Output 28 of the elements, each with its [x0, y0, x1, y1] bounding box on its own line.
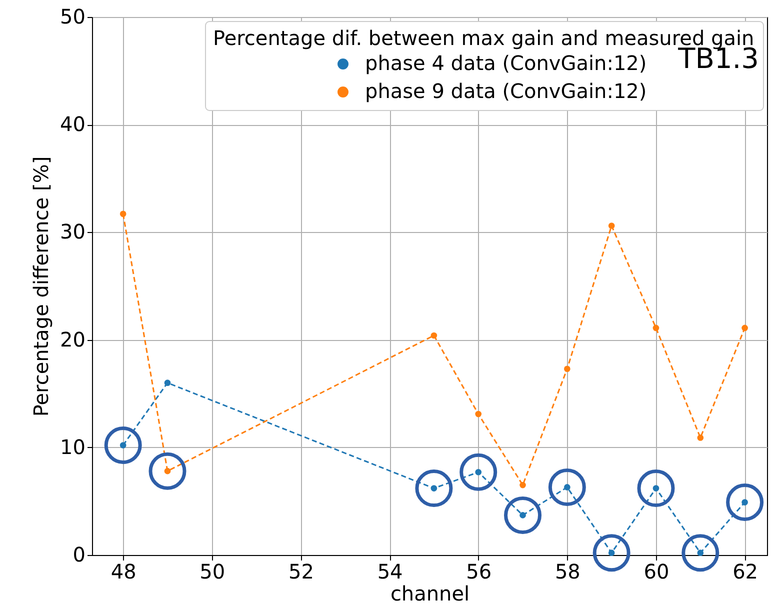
x-tick-label: 60 — [644, 560, 670, 584]
point — [652, 324, 660, 332]
point — [520, 482, 526, 488]
y-tick-label: 50 — [60, 4, 86, 28]
point — [475, 410, 482, 418]
point — [430, 332, 438, 339]
point — [164, 380, 171, 386]
x-tick-label: 62 — [732, 560, 758, 584]
point — [697, 434, 704, 441]
y-tick-label: 30 — [60, 220, 86, 244]
point — [608, 222, 615, 229]
legend-label: phase 4 data (ConvGain:12) — [365, 51, 647, 75]
y-axis-title: Percentage difference [%] — [29, 156, 54, 417]
x-tick-label: 58 — [554, 560, 580, 584]
x-tick-label: 54 — [377, 560, 403, 584]
x-axis-title: channel — [390, 582, 470, 606]
x-tick-label: 48 — [110, 560, 136, 584]
point — [742, 324, 748, 332]
y-tick-label: 40 — [60, 112, 86, 136]
x-tick-label: 52 — [288, 560, 314, 584]
x-tick-label: 56 — [466, 560, 492, 584]
y-tick-label: 10 — [60, 434, 86, 459]
point — [120, 210, 126, 218]
x-tick-label: 50 — [200, 560, 226, 584]
y-tick-label: 0 — [72, 542, 86, 566]
legend-label: phase 9 data (ConvGain:12) — [365, 79, 647, 103]
point — [564, 366, 570, 372]
y-tick-label: 20 — [60, 327, 86, 352]
